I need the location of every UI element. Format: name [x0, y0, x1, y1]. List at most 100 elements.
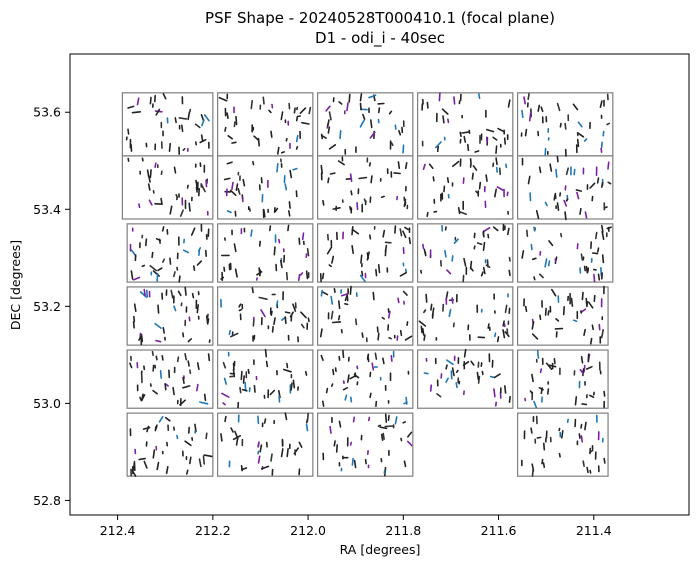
psf-whisker-792: [164, 382, 167, 391]
psf-whisker-1002: [298, 441, 303, 449]
detector-cell-17: [217, 286, 314, 346]
chart-subtitle: D1 - odi_i - 40sec: [315, 29, 445, 48]
psf-whisker-976: [198, 458, 202, 468]
psf-whisker-626: [300, 323, 305, 329]
psf-whisker-414: [149, 264, 157, 272]
psf-whisker-530: [463, 257, 467, 267]
psf-whisker-474: [351, 226, 354, 236]
psf-whisker-1089: [542, 442, 546, 451]
psf-whisker-32: [168, 142, 171, 152]
psf-whisker-86: [359, 93, 363, 102]
psf-whisker-443: [268, 225, 272, 232]
detector-cells: [121, 92, 614, 477]
psf-whisker-433: [234, 268, 238, 278]
psf-whisker-929: [544, 307, 547, 316]
psf-whisker-895: [429, 384, 433, 392]
psf-whisker-928: [531, 321, 535, 330]
psf-whisker-502: [482, 266, 486, 275]
psf-whisker-646: [354, 318, 358, 326]
psf-whisker-637: [228, 329, 231, 336]
psf-whisker-1100: [580, 435, 584, 443]
psf-whisker-181: [583, 138, 588, 142]
psf-whisker-348: [575, 189, 583, 192]
psf-whisker-633: [292, 303, 297, 312]
psf-whisker-958: [186, 469, 189, 475]
psf-whisker-855: [353, 373, 360, 379]
psf-whisker-409: [198, 247, 202, 252]
psf-whisker-472: [359, 274, 366, 283]
psf-whisker-795: [182, 385, 191, 389]
psf-whisker-106: [368, 94, 377, 99]
psf-whisker-560: [559, 232, 563, 238]
psf-whisker-590: [170, 289, 174, 299]
psf-whisker-671: [331, 321, 342, 324]
psf-whisker-662: [399, 329, 403, 337]
psf-whisker-1052: [380, 433, 384, 442]
psf-whisker-605: [133, 303, 137, 313]
psf-whisker-578: [187, 338, 192, 343]
psf-whisker-468: [402, 230, 407, 239]
psf-whisker-811: [240, 370, 243, 381]
psf-whisker-377: [607, 161, 610, 170]
x-tick-label: 211.4: [576, 523, 612, 538]
psf-whisker-873: [332, 368, 335, 376]
psf-whisker-351: [544, 201, 548, 207]
psf-whisker-967: [184, 440, 192, 447]
psf-whisker-774: [165, 383, 169, 387]
psf-whisker-581: [177, 290, 182, 297]
psf-whisker-423: [223, 266, 226, 272]
psf-whisker-804: [253, 384, 256, 393]
psf-whisker-699: [502, 329, 506, 339]
psf-whisker-447: [301, 232, 305, 241]
y-axis-ticks: 52.8 53.0 53.2 53.4 53.6: [33, 105, 70, 508]
psf-whisker-255: [229, 189, 237, 196]
psf-whisker-952: [156, 461, 160, 471]
psf-whisker-561: [548, 240, 554, 247]
psf-whisker-1051: [333, 440, 336, 447]
psf-whisker-667: [330, 310, 334, 320]
psf-whisker-1003: [224, 415, 227, 423]
psf-whisker-665: [372, 291, 375, 301]
psf-whisker-369: [565, 198, 569, 202]
psf-whisker-880: [463, 348, 467, 358]
psf-whisker-653: [387, 310, 391, 319]
psf-whisker-49: [296, 115, 302, 118]
psf-whisker-600: [184, 286, 187, 296]
psf-whisker-218: [160, 170, 163, 175]
psf-whisker-539: [521, 250, 525, 259]
psf-whisker-490: [399, 271, 408, 277]
psf-whisker-789: [159, 369, 162, 379]
psf-whisker-16: [155, 108, 161, 116]
psf-whisker-89: [362, 113, 366, 120]
psf-whisker-471: [326, 246, 333, 255]
psf-whisker-501: [422, 243, 425, 250]
x-axis-label: RA [degrees]: [340, 542, 421, 557]
psf-whisker-298: [349, 205, 352, 211]
psf-whisker-366: [607, 181, 612, 185]
detector-cell-6: [121, 155, 214, 220]
psf-whisker-786: [172, 386, 175, 396]
psf-whisker-969: [189, 456, 192, 465]
psf-whisker-844: [342, 349, 345, 359]
psf-whisker-1080: [586, 466, 589, 474]
psf-whisker-100: [388, 110, 393, 115]
psf-whisker-462: [384, 241, 392, 244]
psf-whisker-6: [136, 97, 140, 106]
psf-whisker-565: [547, 260, 551, 267]
psf-whisker-22: [178, 117, 188, 120]
psf-whisker-753: [580, 355, 584, 364]
psf-whisker-394: [169, 257, 172, 265]
psf-whisker-1081: [578, 433, 581, 439]
psf-whisker-226: [188, 202, 191, 212]
psf-whisker-672: [333, 287, 336, 294]
psf-whisker-1038: [384, 425, 394, 428]
psf-whisker-559: [583, 265, 587, 272]
psf-whisker-690: [487, 323, 490, 329]
detector-cell-8: [317, 155, 414, 220]
psf-whisker-813: [292, 379, 296, 389]
detector-cell-27: [217, 412, 314, 477]
psf-whisker-947: [587, 301, 594, 309]
psf-whisker-109: [327, 126, 331, 134]
psf-whisker-225: [149, 169, 152, 179]
psf-whisker-54: [299, 107, 307, 114]
